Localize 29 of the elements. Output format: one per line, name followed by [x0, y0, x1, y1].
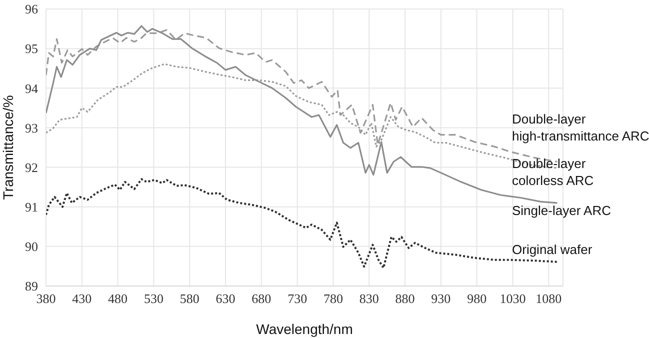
x-tick-label: 780	[323, 291, 343, 306]
x-tick-label: 980	[467, 291, 487, 306]
y-tick-label: 92	[25, 160, 38, 175]
x-tick-label: 630	[216, 291, 236, 306]
x-tick-label: 380	[36, 291, 56, 306]
y-tick-label: 96	[25, 2, 38, 17]
series-label: Original wafer	[512, 242, 593, 257]
x-tick-label: 480	[108, 291, 128, 306]
y-tick-label: 91	[25, 199, 38, 214]
x-axis-title: Wavelength/nm	[256, 321, 353, 337]
x-tick-label: 1080	[536, 291, 562, 306]
y-tick-label: 93	[25, 120, 38, 136]
x-tick-label: 430	[72, 291, 92, 306]
y-tick-label: 95	[25, 41, 38, 56]
x-tick-label: 580	[180, 291, 200, 306]
y-tick-label: 94	[25, 80, 38, 96]
series-label: Double-layer colorless ARC	[512, 156, 594, 188]
x-tick-label: 830	[359, 291, 379, 306]
x-tick-label: 680	[252, 291, 272, 306]
y-tick-label: 90	[25, 239, 38, 254]
series-label: Single-layer ARC	[512, 202, 611, 218]
x-tick-label: 880	[395, 291, 415, 306]
x-tick-label: 1030	[500, 291, 526, 306]
y-axis-title: Transmittance/%	[0, 95, 16, 200]
series-label: Double-layer high-transmittance ARC	[512, 112, 649, 144]
x-tick-label: 930	[431, 291, 451, 306]
y-tick-label: 89	[25, 278, 38, 294]
x-tick-label: 530	[144, 291, 164, 306]
x-tick-label: 730	[288, 291, 308, 306]
